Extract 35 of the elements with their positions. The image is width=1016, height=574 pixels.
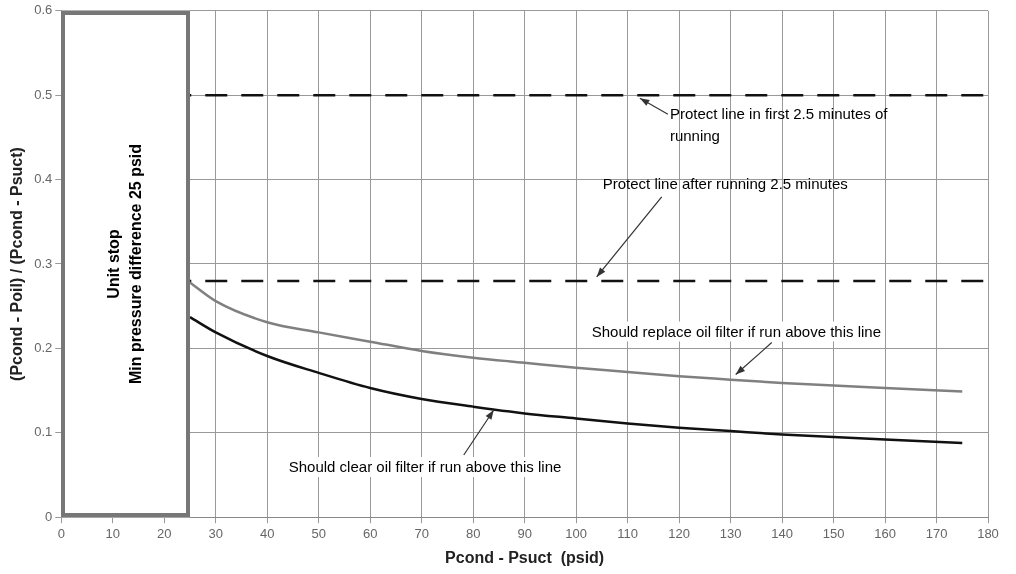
y-tick-label: 0.4	[34, 171, 53, 187]
x-tick-label: 120	[668, 525, 690, 541]
ref-line-label: Protect line after running 2.5 minutes	[602, 174, 848, 192]
y-tick-label: 0.5	[34, 86, 53, 102]
x-tick-label: 100	[565, 525, 587, 541]
x-tick-label: 140	[771, 525, 793, 541]
y-tick-label: 0.1	[34, 424, 53, 440]
x-tick-label: 60	[362, 525, 378, 541]
x-tick-label: 180	[977, 525, 999, 541]
x-tick-label: 130	[719, 525, 742, 541]
x-tick-label: 150	[822, 525, 845, 541]
x-tick-label: 30	[208, 525, 223, 541]
x-tick-label: 50	[311, 525, 326, 541]
ref-line-label: Protect line in first 2.5 minutes of running	[669, 105, 889, 145]
y-tick-label: 0	[45, 508, 53, 524]
x-tick-label: 170	[925, 525, 948, 541]
x-tick-label: 70	[414, 525, 429, 541]
y-axis-title: (Pcond - Poil) / (Pcond - Psuct)	[8, 147, 26, 381]
x-tick-label: 10	[105, 525, 120, 541]
x-axis-title: Pcond - Psuct (psid)	[445, 548, 605, 566]
line-series	[188, 315, 964, 445]
x-tick-label: 160	[874, 525, 896, 541]
x-tick-label: 0	[57, 525, 65, 541]
x-tick-label: 80	[465, 525, 481, 541]
x-tick-label: 20	[157, 525, 172, 541]
annotation: Should replace oil filter if run above this line	[591, 322, 882, 340]
line-series	[188, 281, 964, 393]
y-tick-label: 0.6	[34, 2, 53, 18]
x-tick-label: 90	[517, 525, 532, 541]
x-tick-label: 40	[259, 525, 275, 541]
annotation: Should clear oil filter if run above this line	[288, 458, 562, 476]
y-tick-label: 0.3	[34, 255, 53, 271]
x-tick-label: 110	[617, 525, 638, 541]
band-label: Unit stop Min pressure difference 25 psid	[105, 143, 145, 385]
y-tick-label: 0.2	[34, 339, 53, 355]
